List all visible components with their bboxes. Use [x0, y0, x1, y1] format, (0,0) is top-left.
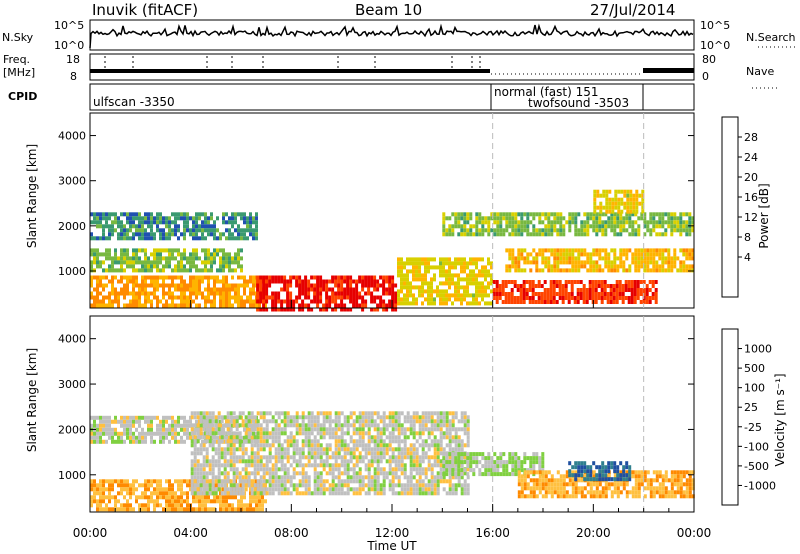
power-colorbar-label: Power [dB] — [757, 183, 771, 248]
power-ylabel: Slant Range [km] — [25, 144, 39, 248]
nsky-tick-bottom: 10^0 — [54, 39, 84, 52]
cpid-entry-twofsound: twofsound -3503 — [528, 96, 629, 110]
cpid-label: CPID — [8, 90, 37, 103]
power-cb-tick-5: 8 — [744, 231, 751, 244]
velocity-panel: 1000 2000 3000 4000 Slant Range [km] — [25, 315, 695, 513]
power-colorbar: 28 24 20 16 12 8 4 — [721, 116, 758, 298]
x-tick-label-3: 12:00 — [375, 526, 410, 540]
cpid-panel: CPID ulfscan -3350 normal (fast) 151 two… — [8, 83, 695, 111]
power-ytick-label-2: 3000 — [58, 175, 86, 188]
x-tick-label-4: 16:00 — [475, 526, 510, 540]
velocity-ytick-label-1: 2000 — [58, 423, 86, 436]
velocity-cb-tick-4: -25 — [744, 421, 762, 434]
nsky-panel: N.Sky 10^5 10^0 10^5 10^0 N.Search — [2, 19, 798, 52]
power-cb-tick-4: 12 — [744, 211, 758, 224]
nave-tick-bottom: 0 — [702, 70, 709, 83]
nave-label: Nave — [746, 65, 774, 78]
power-region-3 — [256, 275, 398, 312]
velocity-region-5 — [568, 461, 632, 482]
velocity-cb-tick-2: 100 — [744, 382, 765, 395]
velocity-cb-tick-7: -1000 — [744, 479, 776, 492]
power-cb-tick-0: 28 — [744, 131, 758, 144]
nsearch-label: N.Search — [746, 31, 796, 44]
power-region-1 — [90, 248, 243, 273]
x-tick-label-5: 20:00 — [576, 526, 611, 540]
power-region-2 — [90, 275, 267, 308]
velocity-colorbar: 1000 500 100 25 -25 -100 -500 -1000 — [721, 328, 776, 506]
nsky-tick-top: 10^5 — [54, 19, 84, 32]
power-region-0 — [90, 212, 258, 241]
velocity-cb-tick-6: -500 — [744, 460, 769, 473]
x-tick-label-6: 00:00 — [677, 526, 712, 540]
power-region-5 — [492, 280, 658, 304]
nave-tick-top: 80 — [702, 53, 716, 66]
cpid-entry-normal: normal (fast) 151 — [494, 85, 598, 99]
freq-tick-bottom: 8 — [70, 70, 77, 83]
x-axis-label: Time UT — [366, 539, 417, 553]
power-region-6 — [505, 248, 695, 273]
velocity-region-2 — [190, 411, 470, 496]
velocity-ytick-label-2: 3000 — [58, 378, 86, 391]
power-panel: 1000 2000 3000 4000 Slant Range [km] — [25, 112, 695, 312]
freq-label-1: Freq. — [3, 53, 30, 66]
power-ytick-label-3: 4000 — [58, 130, 86, 143]
velocity-cb-tick-3: 25 — [744, 401, 758, 414]
nsearch-tick-bottom: 10^0 — [700, 39, 730, 52]
freq-tick-top: 18 — [66, 53, 80, 66]
power-cb-tick-3: 16 — [744, 191, 758, 204]
x-tick-label-1: 04:00 — [173, 526, 208, 540]
velocity-cb-tick-5: -100 — [744, 440, 769, 453]
velocity-cb-tick-1: 500 — [744, 362, 765, 375]
velocity-colorbar-label: Velocity [m s⁻¹] — [773, 373, 787, 466]
freq-band — [90, 69, 490, 73]
velocity-region-3 — [442, 452, 545, 477]
nsearch-tick-top: 10^5 — [700, 19, 730, 32]
power-cb-tick-1: 24 — [744, 151, 758, 164]
freq-panel: Freq. [MHz] 18 8 80 0 Nave — [3, 53, 778, 89]
power-region-8 — [593, 189, 645, 214]
power-region-4 — [397, 257, 493, 306]
station-title: Inuvik (fitACF) — [92, 1, 198, 19]
x-tick-label-2: 08:00 — [274, 526, 309, 540]
x-axis: 00:00 04:00 08:00 12:00 16:00 20:00 00:00 — [73, 300, 712, 540]
power-cb-tick-6: 4 — [744, 251, 751, 264]
date-title: 27/Jul/2014 — [590, 1, 675, 19]
x-tick-label-0: 00:00 — [73, 526, 108, 540]
cpid-entry-ulfscan: ulfscan -3350 — [93, 95, 175, 109]
freq-label-2: [MHz] — [3, 66, 35, 79]
power-cb-tick-2: 20 — [744, 171, 758, 184]
power-region-7 — [442, 212, 695, 237]
power-ytick-label-1: 2000 — [58, 220, 86, 233]
velocity-ylabel: Slant Range [km] — [25, 348, 39, 452]
nsky-trace — [89, 23, 694, 49]
beam-title: Beam 10 — [355, 1, 422, 19]
nsky-label: N.Sky — [2, 31, 34, 44]
nave-band — [643, 68, 694, 73]
velocity-ytick-label-3: 4000 — [58, 333, 86, 346]
velocity-ytick-label-0: 1000 — [58, 469, 86, 482]
velocity-cb-tick-0: 1000 — [744, 343, 772, 356]
power-ytick-label-0: 1000 — [58, 265, 86, 278]
